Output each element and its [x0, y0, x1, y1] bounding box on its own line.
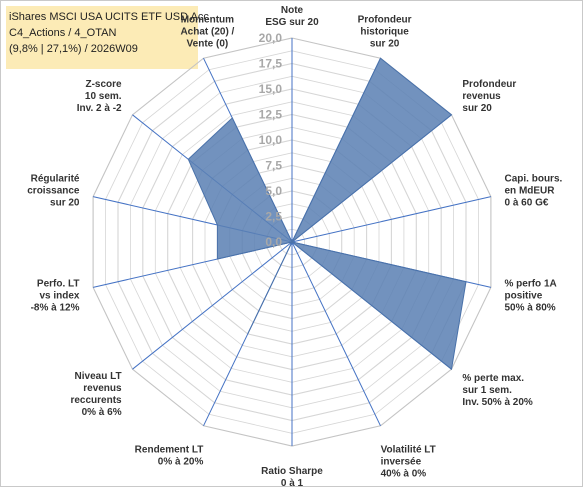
axis-label: Volatilité LT inversée 40% à 0% — [381, 444, 436, 479]
title-line-3: (9,8% | 27,1%) / 2026W09 — [9, 43, 138, 55]
axis-label: Régularité croissance sur 20 — [27, 174, 80, 209]
title-line-2: C4_Actions / 4_OTAN — [9, 27, 117, 39]
tick-label: 10,0 — [259, 133, 283, 147]
axis-label: Note ESG sur 20 — [265, 5, 319, 28]
axis-label: Profondeur historique sur 20 — [358, 15, 412, 50]
axis-label: Profondeur revenus sur 20 — [462, 79, 516, 114]
tick-label: 15,0 — [259, 82, 283, 96]
axis-label: Momentum Achat (20) / Vente (0) — [180, 15, 234, 50]
axis-label: Rendement LT 0% à 20% — [135, 444, 204, 467]
series-area — [187, 57, 467, 371]
title-line-1: iShares MSCI USA UCITS ETF USD Acc — [9, 11, 209, 23]
radar-series — [187, 57, 467, 371]
axis-label: Perfo. LT vs index -8% à 12% — [31, 279, 80, 314]
axis-spoke — [291, 196, 492, 243]
tick-label: 5,0 — [265, 184, 282, 198]
axis-label: % perte max. sur 1 sem. Inv. 50% à 20% — [462, 373, 533, 408]
axis-spoke — [291, 241, 381, 427]
tick-label: 0,0 — [265, 235, 282, 249]
tick-label: 12,5 — [259, 108, 283, 122]
axis-label: Niveau LT revenus reccurents 0% à 6% — [70, 371, 122, 418]
title-box: iShares MSCI USA UCITS ETF USD Acc C4_Ac… — [6, 6, 209, 69]
axis-label: Capi. bours. en MdEUR 0 à 60 G€ — [505, 174, 563, 209]
tick-label: 20,0 — [259, 31, 283, 45]
tick-label: 2,5 — [265, 210, 282, 224]
tick-label: 17,5 — [259, 57, 283, 71]
axis-labels: Note ESG sur 20 Profondeur historique sur 20… — [27, 5, 562, 487]
tick-label: 7,5 — [265, 159, 282, 173]
radial-tick-labels: 0,0 2,5 5,0 7,5 10,0 12,5 15,0 17,5 20,0 — [259, 31, 283, 249]
axis-label: Z-score 10 sem. Inv. 2 à -2 — [77, 79, 122, 114]
axis-label: Ratio Sharpe 0 à 1 — [261, 466, 323, 487]
axis-label: % perfo 1A positive 50% à 80% — [505, 279, 557, 314]
axis-spoke — [132, 241, 293, 370]
